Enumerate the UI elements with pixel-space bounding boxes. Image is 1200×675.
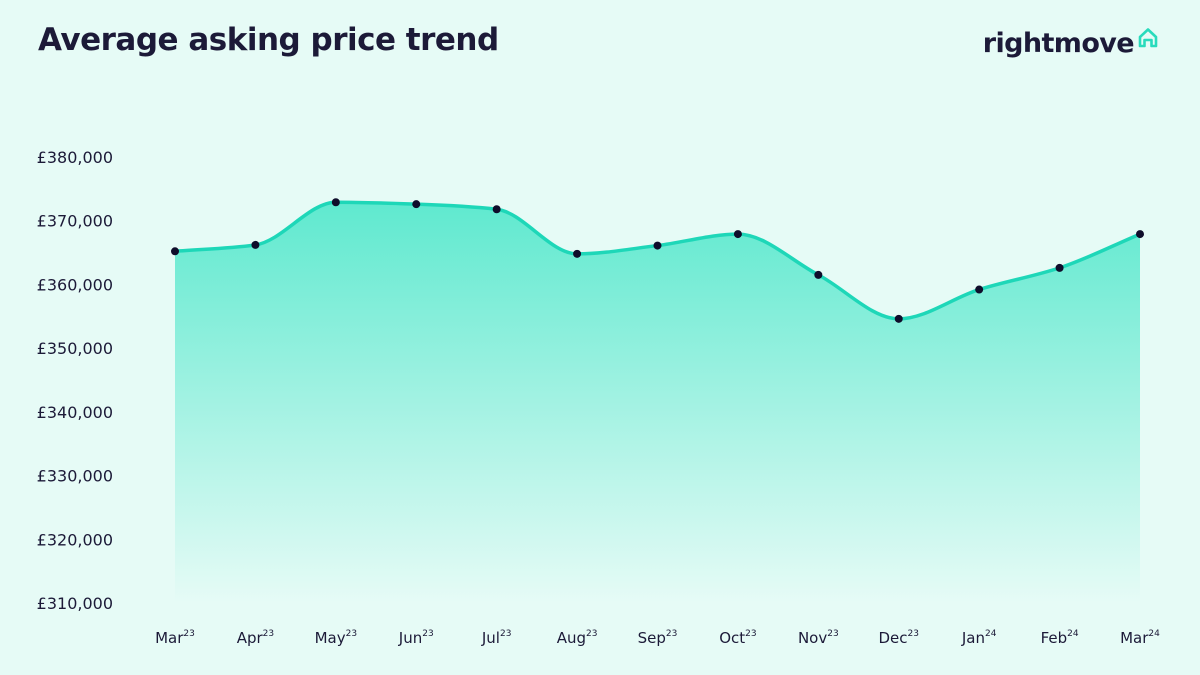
brand-name: rightmove [982,28,1135,59]
x-tick-label: Jul23 [481,629,512,647]
data-points [171,198,1144,323]
x-tick-label: Jan24 [961,629,997,647]
data-point [171,247,179,256]
y-axis: £380,000 £370,000 £360,000 £350,000 £340,000… [37,148,113,613]
y-tick-label: £330,000 [37,467,113,486]
y-tick-label: £340,000 [37,403,113,422]
x-tick-label: Aug23 [557,629,598,647]
y-tick-label: £320,000 [37,530,113,549]
data-point [573,249,582,258]
y-tick-label: £380,000 [37,148,113,167]
data-point [331,198,340,207]
data-point [492,205,501,214]
x-tick-label: Jun23 [398,629,434,647]
x-tick-label: Dec23 [879,629,919,647]
x-tick-label: Nov23 [798,629,839,647]
data-point [412,200,421,209]
y-tick-label: £350,000 [37,339,113,358]
y-tick-label: £310,000 [37,594,113,613]
data-point [1055,263,1064,272]
x-tick-label: May23 [315,629,357,647]
x-tick-label: Feb24 [1041,629,1079,647]
data-point [733,230,742,239]
x-tick-label: Mar23 [155,629,195,647]
house-outline-icon [1136,26,1160,54]
data-point [1136,230,1144,239]
chart-title: Average asking price trend [38,22,499,58]
area-fill [175,202,1140,604]
brand-logo[interactable]: rightmove [983,28,1160,59]
x-tick-label: Mar24 [1120,629,1160,647]
x-axis: Mar23 Apr23 May23 Jun23 Jul23 Aug23 Sep23 Oct23… [155,629,1160,647]
x-tick-label: Oct23 [719,629,756,647]
x-tick-label: Apr23 [237,629,274,647]
y-tick-label: £370,000 [37,212,113,231]
data-point [653,241,662,250]
x-tick-label: Sep23 [638,629,678,647]
data-point [975,285,984,294]
data-point [251,240,260,249]
data-point [894,314,903,323]
y-tick-label: £360,000 [37,275,113,294]
data-point [814,270,823,279]
